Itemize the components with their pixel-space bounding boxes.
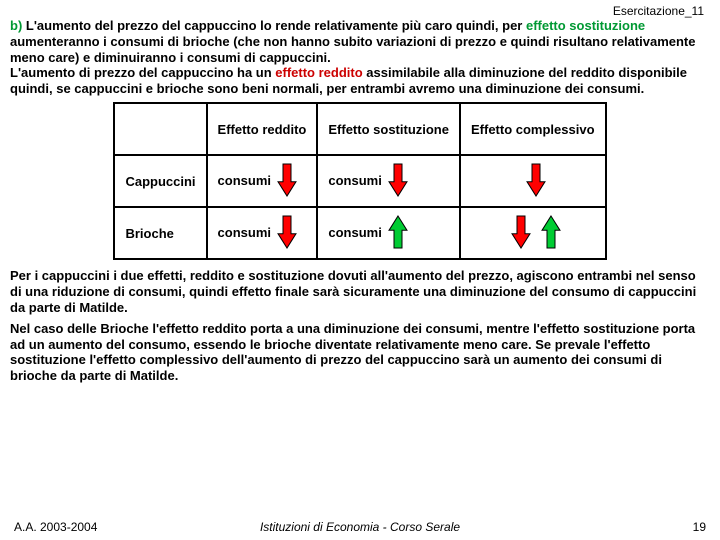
- paragraph-cappuccini: Per i cappuccini i due effetti, reddito …: [10, 268, 710, 315]
- cell-sostituzione: consumi: [317, 155, 460, 207]
- cell-text: consumi: [218, 173, 271, 188]
- row-label: Cappuccini: [114, 155, 206, 207]
- paragraph-brioche: Nel caso delle Brioche l'effetto reddito…: [10, 321, 710, 383]
- footer: A.A. 2003-2004 Istituzioni di Economia -…: [0, 520, 720, 534]
- arrow-down-icon: [277, 215, 297, 253]
- th-reddito: Effetto reddito: [207, 103, 318, 155]
- slide-label: Esercitazione_11: [10, 4, 710, 18]
- arrow-down-icon: [277, 163, 297, 201]
- cell-sostituzione: consumi: [317, 207, 460, 259]
- effects-table: Effetto reddito Effetto sostituzione Eff…: [113, 102, 606, 260]
- cell-text: consumi: [328, 173, 381, 188]
- table-row: Brioche consumi consumi: [114, 207, 605, 259]
- paragraph-intro-b: b) L'aumento del prezzo del cappuccino l…: [10, 18, 710, 96]
- table-header-row: Effetto reddito Effetto sostituzione Eff…: [114, 103, 605, 155]
- p1a: L'aumento del prezzo del cappuccino lo r…: [22, 18, 526, 33]
- th-complessivo: Effetto complessivo: [460, 103, 606, 155]
- footer-page: 19: [693, 520, 706, 534]
- p1-green: effetto sostituzione: [526, 18, 645, 33]
- arrow-down-icon: [511, 215, 531, 253]
- cell-reddito: consumi: [207, 207, 318, 259]
- th-empty: [114, 103, 206, 155]
- row-label: Brioche: [114, 207, 206, 259]
- arrow-up-icon: [541, 215, 561, 253]
- lead-b: b): [10, 18, 22, 33]
- footer-center: Istituzioni di Economia - Corso Serale: [260, 520, 460, 534]
- arrow-down-icon: [388, 163, 408, 201]
- table-row: Cappuccini consumi consumi: [114, 155, 605, 207]
- p2a: L'aumento di prezzo del cappuccino ha un: [10, 65, 275, 80]
- cell-reddito: consumi: [207, 155, 318, 207]
- th-sostituzione: Effetto sostituzione: [317, 103, 460, 155]
- arrow-down-icon: [526, 163, 546, 201]
- cell-text: consumi: [218, 225, 271, 240]
- cell-complessivo: [460, 207, 606, 259]
- cell-text: consumi: [328, 225, 381, 240]
- p1b: aumenteranno i consumi di brioche (che n…: [10, 34, 695, 65]
- footer-left: A.A. 2003-2004: [14, 520, 97, 534]
- cell-complessivo: [460, 155, 606, 207]
- p2-red: effetto reddito: [275, 65, 362, 80]
- arrow-up-icon: [388, 215, 408, 253]
